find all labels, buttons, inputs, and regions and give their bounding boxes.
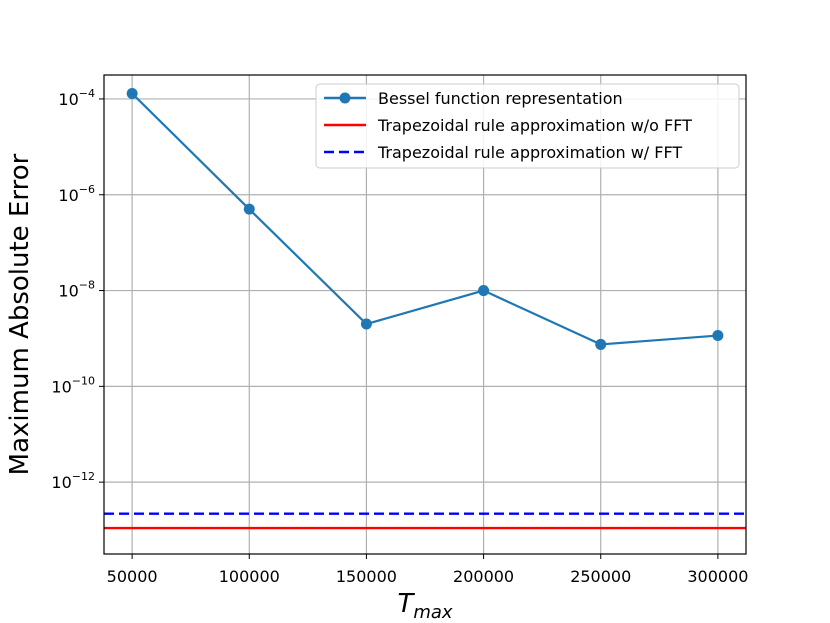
y-tick-label: 10−4	[58, 87, 95, 109]
y-tick-label: 10−10	[51, 374, 95, 396]
bessel-data-point	[243, 203, 255, 215]
series-layer	[104, 87, 746, 530]
y-tick-label: 10−8	[58, 279, 95, 301]
y-axis: 10−4 10−6 10−8 10−10 10−12	[51, 87, 104, 492]
x-axis: 50000 100000 150000 200000 250000 300000	[107, 554, 748, 586]
legend: Bessel function representation Trapezoida…	[315, 83, 740, 169]
bessel-series-line	[131, 92, 718, 346]
bessel-data-point	[595, 338, 607, 350]
bessel-data-point	[126, 87, 138, 99]
x-tick-label: 50000	[107, 567, 158, 586]
bessel-data-point	[712, 330, 724, 342]
x-tick-label: 150000	[336, 567, 397, 586]
x-tick-label: 300000	[687, 567, 748, 586]
y-tick-label: 10−6	[58, 183, 95, 205]
plot-frame	[103, 74, 747, 555]
x-axis-label-base: T	[397, 589, 415, 619]
y-axis-label: Maximum Absolute Error	[5, 153, 35, 475]
legend-entry-label: Bessel function representation	[378, 89, 623, 108]
x-tick-label: 250000	[570, 567, 631, 586]
bessel-data-point	[360, 318, 372, 330]
x-tick-label: 200000	[453, 567, 514, 586]
x-axis-label-subscript: max	[413, 602, 453, 623]
bessel-data-point	[478, 285, 490, 297]
legend-box	[315, 83, 740, 169]
legend-entry-label: Trapezoidal rule approximation w/ FFT	[377, 143, 682, 162]
x-tick-label: 100000	[219, 567, 280, 586]
legend-marker	[339, 92, 351, 104]
legend-entry-label: Trapezoidal rule approximation w/o FFT	[377, 116, 692, 135]
y-tick-label: 10−12	[51, 470, 95, 492]
x-axis-label: Tmax	[397, 589, 452, 623]
